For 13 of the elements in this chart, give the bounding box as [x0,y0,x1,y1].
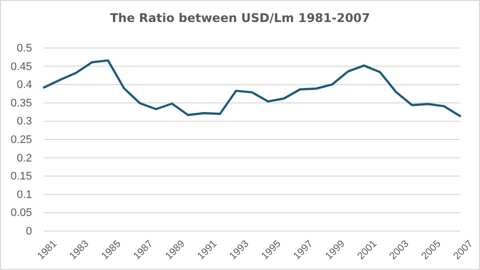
y-tick-label: 0.15 [10,170,32,183]
y-tick-label: 0.4 [16,79,32,92]
y-tick-label: 0.35 [10,97,32,110]
line-series [42,59,462,118]
y-tick-label: 0.3 [16,116,32,128]
y-tick-label: 0 [26,226,32,238]
y-tick-label: 0.25 [10,134,32,146]
y-tick-label: 0.2 [16,152,32,164]
y-tick-label: 0.1 [16,188,32,201]
y-tick-label: 0.05 [10,207,32,220]
y-tick-label: 0.45 [10,60,32,73]
y-tick-label: 0.5 [16,42,32,55]
chart-title: The Ratio between USD/Lm 1981-2007 [110,11,370,25]
